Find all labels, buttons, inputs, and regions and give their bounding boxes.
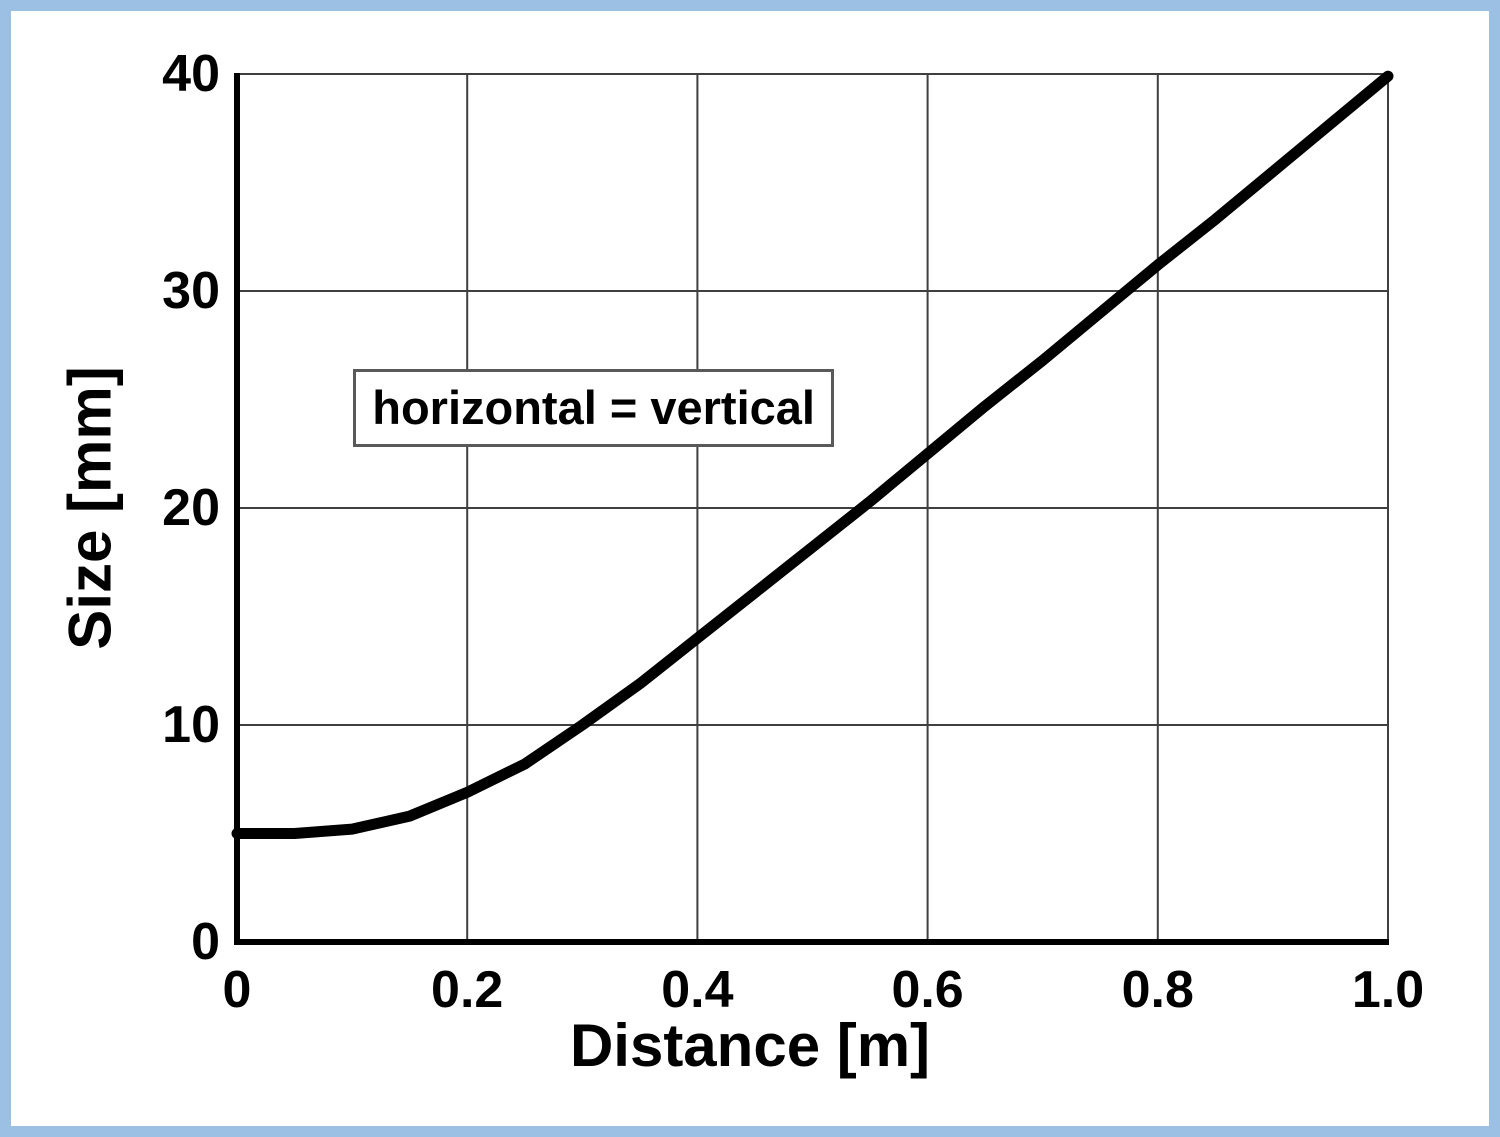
y-tick-label: 30: [162, 262, 220, 320]
chart-canvas: [231, 70, 1394, 945]
y-tick-label: 0: [191, 913, 220, 971]
annotation-box: horizontal = vertical: [353, 369, 834, 448]
y-tick-label: 40: [162, 45, 220, 103]
x-tick-label: 0.4: [661, 961, 734, 1019]
y-tick-label: 20: [162, 479, 220, 537]
x-tick-label: 0.6: [891, 961, 964, 1019]
x-axis-title: Distance [m]: [569, 1012, 931, 1079]
x-tick-label: 0.8: [1121, 961, 1194, 1019]
x-tick-label: 0: [222, 961, 252, 1019]
x-tick-label: 0.2: [431, 961, 504, 1019]
annotation-text: horizontal = vertical: [372, 381, 815, 435]
x-tick-label: 1.0: [1351, 961, 1425, 1019]
data-curve: [231, 70, 1394, 839]
y-tick-label: 10: [162, 696, 220, 754]
